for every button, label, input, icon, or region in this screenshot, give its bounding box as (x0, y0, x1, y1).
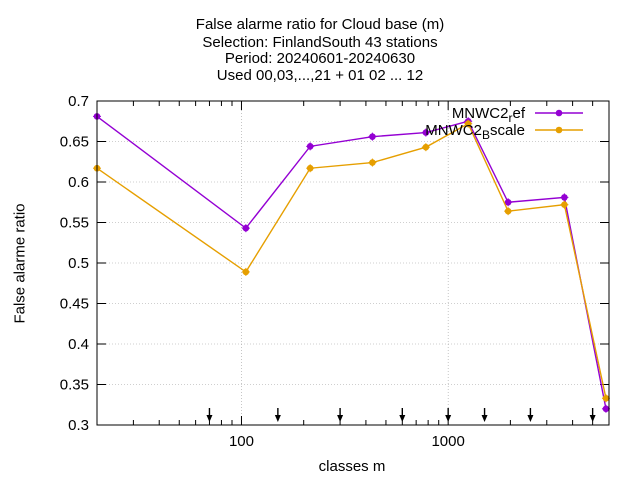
plot-frame (96, 100, 610, 426)
chart-title-line-3: Period: 20240601-20240630 (224, 50, 416, 67)
y-tick-label: 0.45 (60, 296, 89, 313)
legend-marker-1 (555, 126, 563, 134)
y-axis-label: False alarme ratio (11, 203, 29, 324)
arrow-marker-head (274, 415, 281, 422)
x-axis-label: classes m (318, 458, 386, 475)
y-tick-label: 0.4 (68, 336, 89, 353)
arrow-markers (206, 408, 596, 422)
y-tick-label: 0.6 (68, 174, 89, 191)
x-tick-label: 100 (229, 433, 254, 450)
chart-title-line-4: Used 00,03,...,21 + 01 02 ... 12 (216, 67, 424, 84)
arrow-marker-head (206, 415, 213, 422)
series-group (93, 112, 610, 413)
legend-marker-0 (555, 109, 563, 117)
series-line-1 (96, 122, 607, 399)
y-tick-label: 0.5 (68, 255, 89, 272)
chart-title-line-1: False alarme ratio for Cloud base (m) (195, 16, 445, 33)
y-tick-label: 0.55 (60, 215, 89, 232)
x-tick-label: 1000 (431, 433, 464, 450)
y-tick-label: 0.3 (68, 417, 89, 434)
y-tick-label: 0.7 (68, 93, 89, 110)
series-line-0 (96, 115, 607, 409)
arrow-marker-head (527, 415, 534, 422)
legend-label-0: MNWC2ref (452, 105, 526, 125)
arrow-marker-head (589, 415, 596, 422)
y-tick-label: 0.35 (60, 377, 89, 394)
y-tick-label: 0.65 (60, 134, 89, 151)
arrow-marker-head (445, 415, 452, 422)
legend-label-1: MNWC2Bscale (425, 122, 525, 142)
arrow-marker-head (399, 415, 406, 422)
chart-title-line-2: Selection: FinlandSouth 43 stations (202, 34, 438, 51)
grid-lines (97, 101, 609, 425)
arrow-marker-head (481, 415, 488, 422)
arrow-marker-head (337, 415, 344, 422)
tick-labels: 0.3 0.35 0.4 0.45 0.5 0.55 0.6 0.65 0.7 100 1000 (60, 93, 465, 450)
